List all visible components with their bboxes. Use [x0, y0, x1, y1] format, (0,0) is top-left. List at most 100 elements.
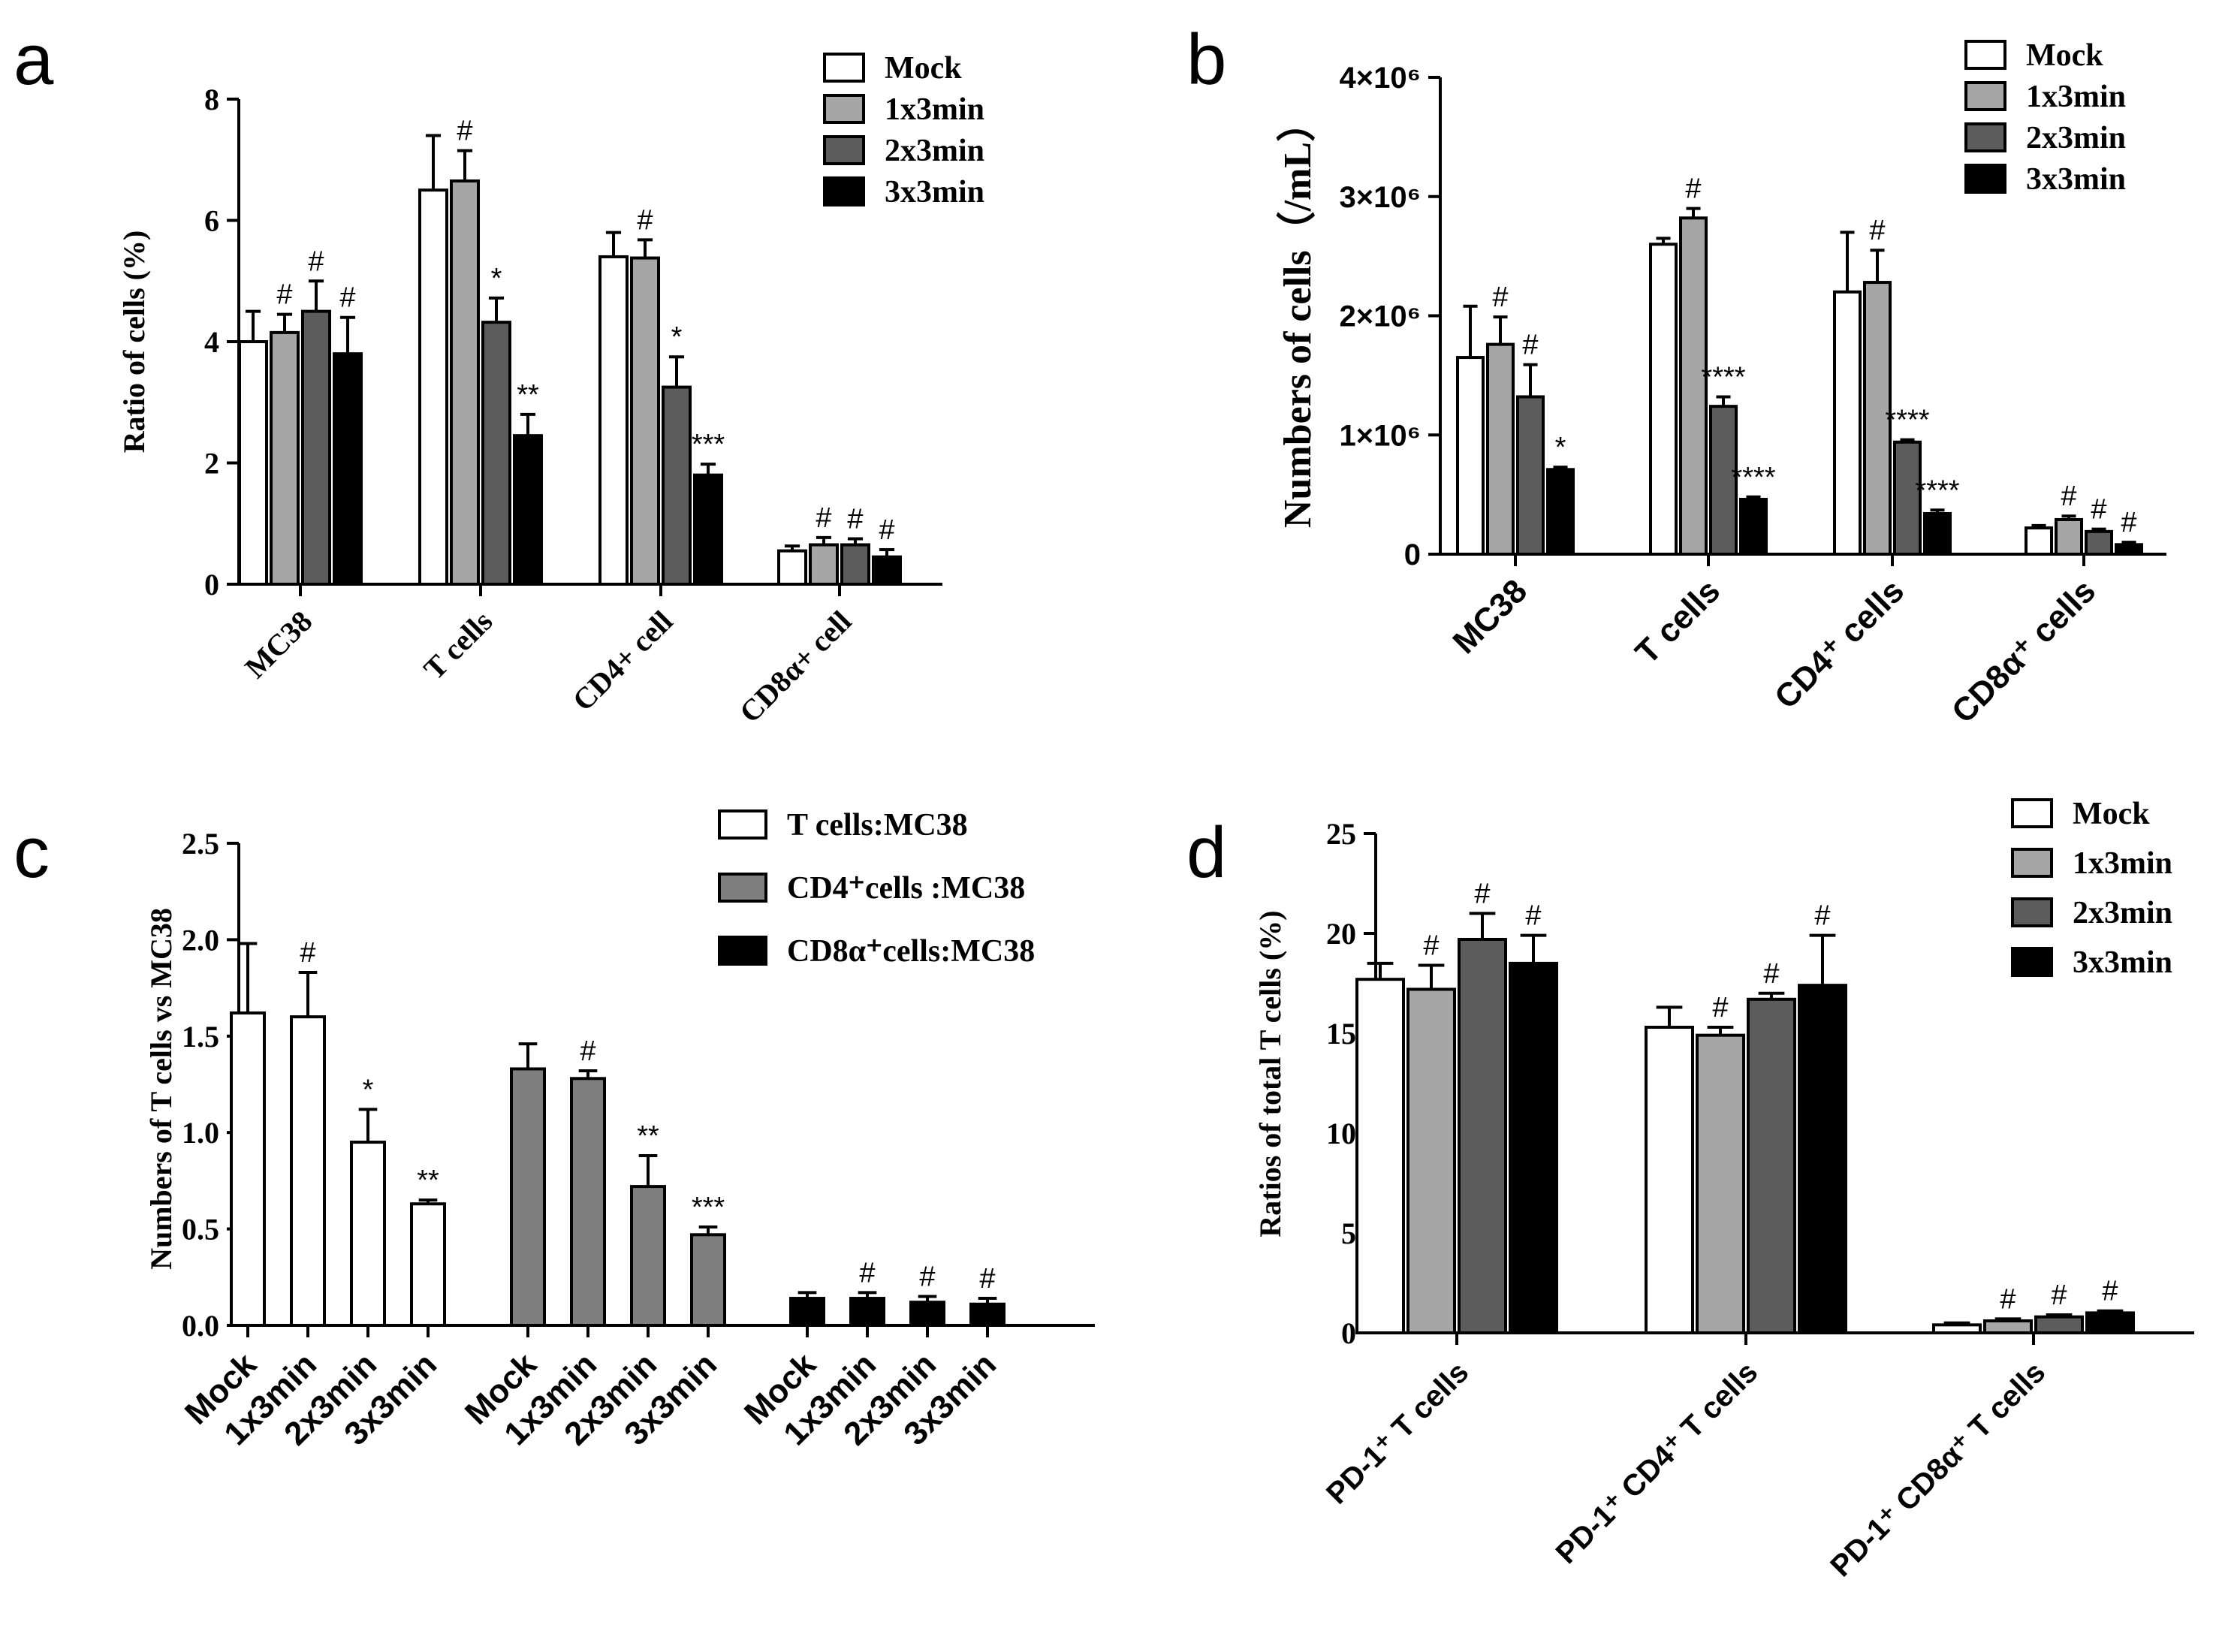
bar: [809, 543, 839, 586]
legend-label: 1x3min: [2026, 80, 2126, 114]
y-tick-label: 4: [204, 325, 219, 359]
bar: [290, 1015, 326, 1327]
bar: [693, 473, 723, 586]
legend: Mock 1x3min 2x3min 3x3min: [823, 51, 984, 210]
x-tick-label: CD8α⁺ cells: [1945, 572, 2103, 730]
legend-label: Mock: [885, 51, 962, 86]
bar: [513, 434, 543, 586]
x-tick-label: T cells: [1629, 572, 1727, 671]
x-tick-label: PD-1⁺ T cells: [1320, 1355, 1475, 1510]
y-axis-label: Ratios of total T cells (%): [1253, 910, 1287, 1237]
y-axis-label: Numbers of T cells vs MC38: [144, 908, 178, 1270]
bar: [2055, 517, 2083, 556]
significance-mark: #: [1492, 282, 1508, 313]
significance-mark: #: [1814, 900, 1830, 932]
bar: [598, 255, 629, 586]
y-tick-label: 0: [1404, 538, 1421, 571]
legend-swatch: [823, 53, 865, 83]
panel-letter: b: [1186, 20, 1226, 100]
bar: [777, 549, 807, 586]
y-tick-label: 2.5: [182, 827, 219, 861]
bar: [1893, 440, 1922, 556]
significance-mark: #: [1763, 958, 1779, 990]
bar: [418, 188, 448, 586]
y-axis-label: Numbers of cells（/mL）: [1276, 103, 1319, 528]
legend-swatch: [823, 176, 865, 206]
legend-swatch: [718, 809, 767, 840]
bar: [969, 1302, 1005, 1327]
significance-mark: ****: [1701, 361, 1745, 393]
significance-mark: *: [363, 1074, 374, 1105]
bar: [301, 309, 331, 586]
y-tick-label: 1×10⁶: [1339, 419, 1421, 452]
significance-mark: #: [1522, 330, 1538, 361]
legend-label: 3x3min: [885, 175, 984, 210]
legend: Mock 1x3min 2x3min 3x3min: [2011, 797, 2172, 980]
bar: [789, 1297, 825, 1327]
bar: [690, 1233, 726, 1327]
y-tick-label: 0: [204, 568, 219, 601]
significance-mark: #: [2121, 507, 2136, 538]
y-tick-label: 20: [1326, 917, 1356, 951]
bar: [1645, 1026, 1694, 1335]
legend-swatch: [823, 94, 865, 124]
legend-label: CD4⁺cells :MC38: [787, 871, 1025, 906]
significance-mark: ****: [1885, 405, 1929, 436]
bar: [1739, 497, 1768, 556]
significance-mark: *: [1555, 432, 1566, 463]
significance-mark: #: [308, 246, 324, 277]
bar: [1747, 997, 1796, 1335]
bar: [481, 321, 511, 586]
bar: [2085, 1311, 2135, 1335]
bar: [1458, 937, 1507, 1334]
bar: [510, 1067, 546, 1328]
bar: [1833, 290, 1862, 556]
panel-letter: c: [14, 812, 50, 893]
legend: T cells:MC38 CD4⁺cells :MC38 CD8α⁺cells:MC…: [718, 808, 1035, 969]
significance-mark: #: [276, 279, 292, 311]
y-tick-label: 1.0: [182, 1116, 219, 1150]
y-tick-label: 8: [204, 83, 219, 116]
legend-label: 3x3min: [2026, 162, 2126, 197]
significance-mark: *: [671, 321, 683, 353]
significance-mark: #: [816, 502, 831, 534]
legend-label: Mock: [2026, 38, 2103, 73]
bar: [1516, 395, 1545, 556]
significance-mark: #: [2091, 494, 2106, 526]
significance-mark: ****: [1915, 475, 1959, 506]
bar: [1355, 978, 1405, 1335]
y-tick-label: 2: [204, 447, 219, 481]
significance-mark: #: [1869, 215, 1885, 246]
significance-mark: #: [2051, 1280, 2067, 1311]
panel-d: d 0 5 10 15 20 25 Ratios of total T cells (%) # #…: [1186, 797, 2194, 1583]
significance-mark: #: [2102, 1276, 2118, 1307]
bar: [1509, 961, 1558, 1335]
y-tick-label: 3×10⁶: [1339, 181, 1421, 214]
legend-label: Mock: [2073, 797, 2150, 831]
legend-label: 3x3min: [2073, 945, 2172, 980]
significance-mark: #: [979, 1263, 995, 1295]
legend-swatch: [2011, 798, 2053, 828]
significance-mark: #: [1685, 173, 1701, 205]
legend-swatch: [2011, 897, 2053, 927]
legend: Mock 1x3min 2x3min 3x3min: [1964, 38, 2126, 197]
significance-mark: #: [1423, 930, 1439, 962]
significance-mark: #: [300, 937, 315, 969]
bar: [230, 1011, 266, 1327]
y-tick-label: 10: [1326, 1117, 1356, 1150]
significance-mark: #: [1474, 878, 1490, 909]
x-tick-label: T cells: [417, 604, 499, 686]
legend-swatch: [823, 135, 865, 165]
bar: [1546, 468, 1575, 556]
x-tick-label: PD-1⁺ CD8α⁺ T cells: [1824, 1355, 2052, 1583]
legend-swatch: [1964, 164, 2006, 194]
bar: [1709, 405, 1738, 556]
significance-mark: **: [417, 1165, 439, 1196]
y-tick-label: 6: [204, 204, 219, 238]
y-tick-label: 5: [1341, 1216, 1356, 1250]
panel-letter: a: [14, 20, 54, 100]
x-tick-label: CD4⁺ cells: [1768, 572, 1911, 716]
y-axis-label: Ratio of cells (%): [117, 231, 151, 454]
